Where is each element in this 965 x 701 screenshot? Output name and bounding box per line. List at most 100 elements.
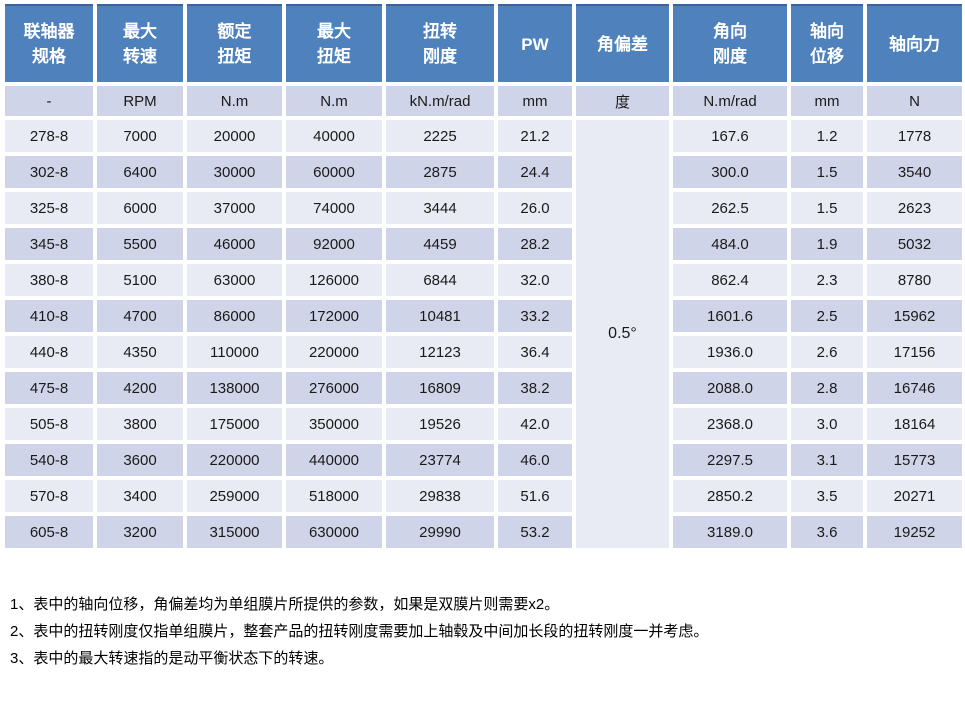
data-cell: 30000 <box>187 156 282 188</box>
data-cell: 46000 <box>187 228 282 260</box>
table-row: 410-8 4700 86000 172000 10481 33.2 1601.6 2.5 15… <box>5 300 962 332</box>
data-cell: 2875 <box>386 156 494 188</box>
data-cell: 3.1 <box>791 444 863 476</box>
data-cell: 3800 <box>97 408 183 440</box>
data-cell: 6000 <box>97 192 183 224</box>
data-cell: 28.2 <box>498 228 572 260</box>
data-cell: 4200 <box>97 372 183 404</box>
data-cell: 51.6 <box>498 480 572 512</box>
data-cell: 19526 <box>386 408 494 440</box>
data-cell: 410-8 <box>5 300 93 332</box>
data-cell: 3.5 <box>791 480 863 512</box>
data-cell: 315000 <box>187 516 282 548</box>
note-line: 2、表中的扭转刚度仅指单组膜片，整套产品的扭转刚度需要加上轴毂及中间加长段的扭转… <box>10 623 709 640</box>
data-cell: 126000 <box>286 264 382 296</box>
table-row: 440-8 4350 110000 220000 12123 36.4 1936.0 2.6 1… <box>5 336 962 368</box>
data-cell: 3444 <box>386 192 494 224</box>
column-header: 额定 扭矩 <box>187 4 282 82</box>
data-cell: 10481 <box>386 300 494 332</box>
data-cell: 3.0 <box>791 408 863 440</box>
data-cell: 2368.0 <box>673 408 787 440</box>
data-cell: 350000 <box>286 408 382 440</box>
data-cell: 2225 <box>386 120 494 152</box>
table-row: 278-8 7000 20000 40000 2225 21.2 0.5° 167.6 1.2 1… <box>5 120 962 548</box>
coupling-spec-table: 联轴器 规格 最大 转速 额定 扭矩 最大 扭矩 扭转 刚度 PW 角偏差 角向 刚度 轴向 位移 轴向力 -R… <box>1 0 965 552</box>
data-cell: 110000 <box>187 336 282 368</box>
table-row: 302-8 6400 30000 60000 2875 24.4 300.0 1.5 3540 <box>5 156 962 188</box>
data-cell: 86000 <box>187 300 282 332</box>
data-cell: 2297.5 <box>673 444 787 476</box>
data-cell: 302-8 <box>5 156 93 188</box>
data-cell: 3600 <box>97 444 183 476</box>
footnotes: 1、表中的轴向位移，角偏差均为单组膜片所提供的参数，如果是双膜片则需要x2。 2、… <box>10 596 965 667</box>
data-cell: 38.2 <box>498 372 572 404</box>
data-cell: 15773 <box>867 444 962 476</box>
unit-cell: N <box>867 86 962 116</box>
unit-cell: kN.m/rad <box>386 86 494 116</box>
data-cell: 220000 <box>286 336 382 368</box>
data-cell: 2088.0 <box>673 372 787 404</box>
data-cell: 380-8 <box>5 264 93 296</box>
data-cell: 7000 <box>97 120 183 152</box>
unit-cell: N.m/rad <box>673 86 787 116</box>
unit-cell: 度 <box>576 86 669 116</box>
unit-cell: RPM <box>97 86 183 116</box>
data-cell: 3540 <box>867 156 962 188</box>
data-cell: 5100 <box>97 264 183 296</box>
table-row: 570-8 3400 259000 518000 29838 51.6 2850.2 3.5 2… <box>5 480 962 512</box>
data-cell: 42.0 <box>498 408 572 440</box>
data-cell: 262.5 <box>673 192 787 224</box>
data-cell: 32.0 <box>498 264 572 296</box>
data-cell: 440-8 <box>5 336 93 368</box>
data-cell: 20271 <box>867 480 962 512</box>
data-cell: 17156 <box>867 336 962 368</box>
table-row: 325-8 6000 37000 74000 3444 26.0 262.5 1.5 2623 <box>5 192 962 224</box>
unit-cell: N.m <box>187 86 282 116</box>
table-row: 475-8 4200 138000 276000 16809 38.2 2088.0 2.8 1… <box>5 372 962 404</box>
data-cell: 20000 <box>187 120 282 152</box>
data-cell: 175000 <box>187 408 282 440</box>
unit-cell: - <box>5 86 93 116</box>
unit-cell: mm <box>791 86 863 116</box>
data-cell: 92000 <box>286 228 382 260</box>
data-cell: 18164 <box>867 408 962 440</box>
data-cell: 2.3 <box>791 264 863 296</box>
data-cell: 16809 <box>386 372 494 404</box>
data-cell: 4700 <box>97 300 183 332</box>
data-cell: 19252 <box>867 516 962 548</box>
data-cell: 300.0 <box>673 156 787 188</box>
data-cell: 29838 <box>386 480 494 512</box>
data-cell: 2623 <box>867 192 962 224</box>
data-cell: 29990 <box>386 516 494 548</box>
data-cell: 5500 <box>97 228 183 260</box>
data-cell: 259000 <box>187 480 282 512</box>
data-cell: 1601.6 <box>673 300 787 332</box>
unit-cell: mm <box>498 86 572 116</box>
data-cell: 484.0 <box>673 228 787 260</box>
data-cell: 46.0 <box>498 444 572 476</box>
note-line: 1、表中的轴向位移，角偏差均为单组膜片所提供的参数，如果是双膜片则需要x2。 <box>10 596 560 613</box>
data-cell: 4350 <box>97 336 183 368</box>
data-cell: 33.2 <box>498 300 572 332</box>
angular-deviation-merged-cell: 0.5° <box>576 120 669 548</box>
data-cell: 74000 <box>286 192 382 224</box>
data-cell: 5032 <box>867 228 962 260</box>
table-row: 345-8 5500 46000 92000 4459 28.2 484.0 1.9 5032 <box>5 228 962 260</box>
data-cell: 1.5 <box>791 192 863 224</box>
data-cell: 23774 <box>386 444 494 476</box>
table-row: 380-8 5100 63000 126000 6844 32.0 862.4 2.3 8780 <box>5 264 962 296</box>
data-cell: 3200 <box>97 516 183 548</box>
data-cell: 6844 <box>386 264 494 296</box>
column-header: 角偏差 <box>576 4 669 82</box>
data-cell: 630000 <box>286 516 382 548</box>
column-header: 最大 转速 <box>97 4 183 82</box>
data-cell: 605-8 <box>5 516 93 548</box>
data-cell: 8780 <box>867 264 962 296</box>
column-header: 联轴器 规格 <box>5 4 93 82</box>
unit-cell: N.m <box>286 86 382 116</box>
column-header: 扭转 刚度 <box>386 4 494 82</box>
data-cell: 21.2 <box>498 120 572 152</box>
data-cell: 345-8 <box>5 228 93 260</box>
data-cell: 172000 <box>286 300 382 332</box>
data-cell: 167.6 <box>673 120 787 152</box>
